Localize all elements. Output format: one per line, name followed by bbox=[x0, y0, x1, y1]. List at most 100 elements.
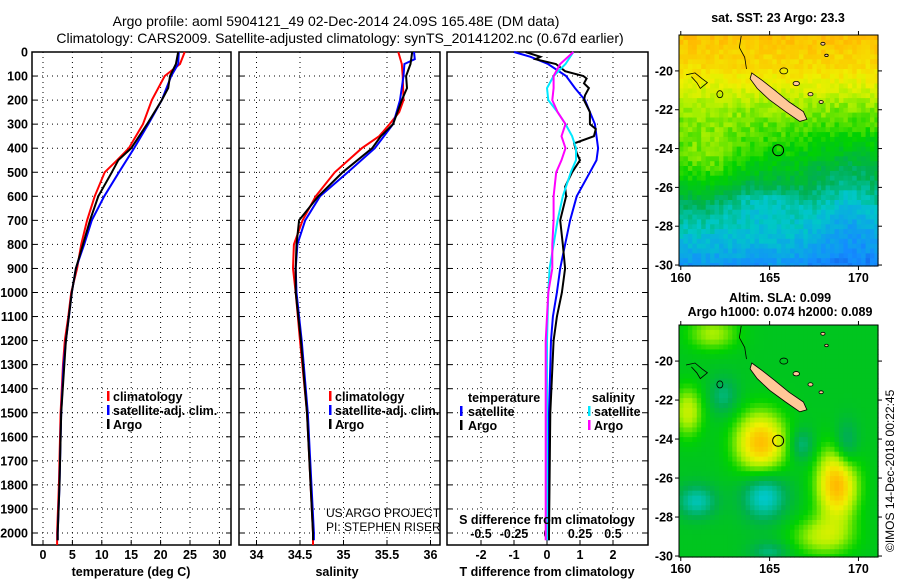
map-cell bbox=[683, 190, 689, 196]
map-cell bbox=[838, 78, 844, 85]
map-cell bbox=[750, 88, 756, 94]
map-cell bbox=[727, 432, 733, 438]
map-cell bbox=[741, 107, 747, 114]
map-cell bbox=[719, 446, 724, 453]
map-cell bbox=[750, 161, 756, 167]
map-cell bbox=[714, 334, 720, 341]
map-cell bbox=[838, 35, 844, 41]
map-cell bbox=[732, 534, 738, 541]
map-cell bbox=[785, 127, 791, 133]
map-cell bbox=[803, 539, 809, 545]
map-cell bbox=[776, 466, 782, 472]
map-cell bbox=[790, 98, 795, 104]
map-cell bbox=[692, 510, 698, 516]
map-cell bbox=[696, 388, 702, 394]
map-cell bbox=[772, 422, 778, 428]
map-cell bbox=[701, 329, 707, 336]
map-cell bbox=[687, 54, 693, 60]
map-cell bbox=[781, 368, 787, 375]
map-cell bbox=[821, 200, 827, 206]
map-cell bbox=[719, 495, 724, 502]
map-cell bbox=[861, 437, 867, 443]
map-cell bbox=[856, 398, 862, 404]
map-cell bbox=[861, 180, 867, 187]
map-cell bbox=[821, 146, 827, 153]
map-cell bbox=[763, 412, 769, 419]
map-cell bbox=[767, 190, 773, 196]
reef-outline bbox=[738, 325, 747, 360]
map-cell bbox=[807, 253, 813, 259]
map-cell bbox=[807, 132, 813, 138]
map-cell bbox=[790, 515, 795, 521]
map-cell bbox=[710, 378, 716, 385]
map-cell bbox=[781, 39, 787, 46]
map-cell bbox=[683, 378, 689, 385]
map-cell bbox=[701, 69, 707, 75]
map-cell bbox=[723, 64, 729, 70]
map-cell bbox=[705, 117, 711, 123]
map-cell bbox=[852, 515, 858, 521]
difference-legend: temperature satellite Argo salinity sate… bbox=[460, 391, 641, 433]
map-cell bbox=[767, 500, 773, 506]
map-cell bbox=[790, 529, 795, 536]
map-cell bbox=[847, 349, 853, 355]
map-cell bbox=[732, 59, 738, 65]
map-cell bbox=[727, 88, 733, 94]
temperature-axis-title: temperature (deg C) bbox=[72, 565, 191, 579]
map-cell bbox=[807, 185, 813, 191]
map-cell bbox=[745, 461, 751, 467]
map-cell bbox=[776, 190, 782, 196]
map-cell bbox=[701, 166, 707, 172]
map-cell bbox=[781, 461, 787, 467]
map-cell bbox=[852, 35, 858, 41]
map-cell bbox=[750, 373, 756, 380]
map-cell bbox=[719, 83, 724, 89]
map-cell bbox=[687, 476, 693, 482]
map-cell bbox=[723, 141, 729, 148]
map-cell bbox=[727, 417, 733, 424]
map-cell bbox=[852, 102, 858, 109]
map-cell bbox=[705, 520, 711, 526]
map-cell bbox=[865, 359, 871, 365]
map-cell bbox=[870, 368, 875, 375]
map-cell bbox=[732, 529, 738, 536]
map-cell bbox=[807, 388, 813, 394]
map-cell bbox=[798, 437, 804, 443]
map-cell bbox=[692, 136, 698, 143]
map-cell bbox=[776, 238, 782, 245]
map-cell bbox=[705, 422, 711, 428]
map-cell bbox=[838, 263, 844, 267]
map-cell bbox=[772, 204, 778, 211]
map-cell bbox=[798, 59, 804, 65]
map-cell bbox=[803, 151, 809, 157]
map-cell bbox=[865, 161, 871, 167]
map-cell bbox=[741, 412, 747, 419]
map-cell bbox=[781, 344, 787, 350]
map-cell bbox=[727, 170, 733, 177]
map-cell bbox=[816, 39, 822, 46]
map-cell bbox=[719, 437, 724, 443]
map-cell bbox=[847, 432, 853, 438]
map-cell bbox=[727, 234, 733, 240]
map-cell bbox=[861, 175, 867, 182]
map-cell bbox=[767, 54, 773, 60]
map-cell bbox=[798, 146, 804, 153]
map-cell bbox=[727, 132, 733, 138]
map-cell bbox=[821, 263, 827, 267]
map-cell bbox=[874, 329, 879, 336]
map-cell bbox=[870, 170, 875, 177]
map-cell bbox=[763, 39, 769, 46]
map-cell bbox=[870, 54, 875, 60]
map-cell bbox=[821, 49, 827, 56]
map-cell bbox=[825, 388, 831, 394]
map-cell bbox=[781, 495, 787, 502]
map-cell bbox=[736, 456, 742, 463]
map-cell bbox=[830, 544, 835, 550]
map-cell bbox=[816, 229, 822, 235]
series-t-satellite bbox=[513, 51, 600, 541]
map-cell bbox=[679, 520, 684, 526]
map-cell bbox=[710, 146, 716, 153]
map-cell bbox=[798, 329, 804, 336]
map-cell bbox=[830, 437, 835, 443]
map-cell bbox=[798, 156, 804, 162]
